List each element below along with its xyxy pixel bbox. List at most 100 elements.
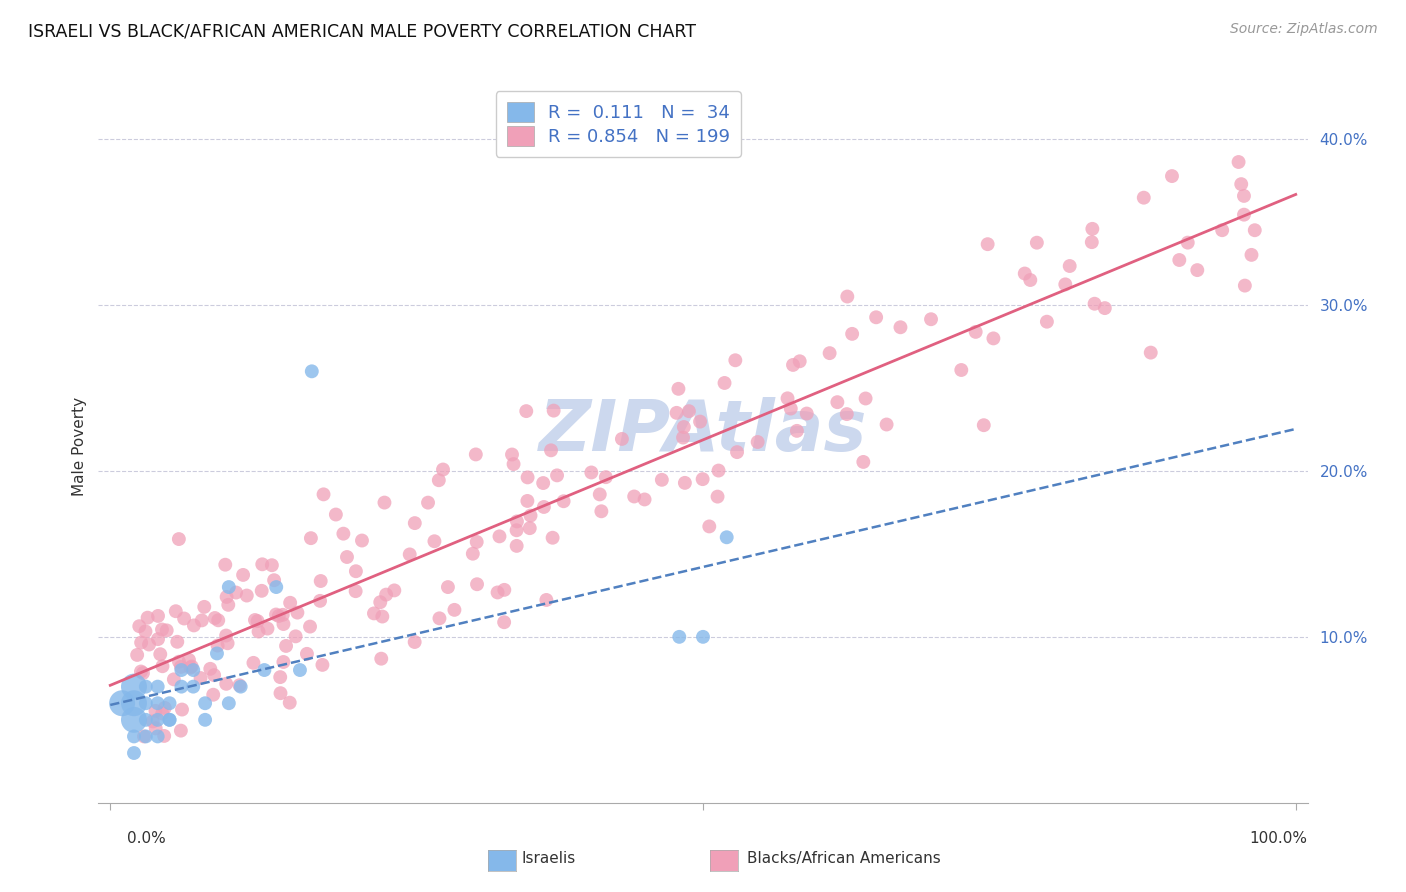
Point bbox=[502, 457, 524, 471]
Point bbox=[465, 577, 488, 591]
Point bbox=[325, 508, 347, 522]
Point bbox=[623, 490, 645, 504]
Y-axis label: Male Poverty: Male Poverty bbox=[72, 396, 87, 496]
Point bbox=[288, 663, 311, 677]
Point bbox=[689, 415, 711, 429]
Point bbox=[181, 663, 204, 677]
Point bbox=[724, 353, 747, 368]
Point bbox=[404, 516, 426, 530]
Point bbox=[1014, 267, 1036, 281]
Point bbox=[673, 475, 696, 490]
Point bbox=[344, 564, 367, 578]
Point bbox=[170, 723, 193, 738]
Point bbox=[217, 598, 239, 612]
Point bbox=[432, 462, 454, 476]
Point bbox=[127, 648, 149, 662]
Point bbox=[170, 660, 193, 674]
Text: ZIPAtlas: ZIPAtlas bbox=[538, 397, 868, 467]
Point bbox=[1132, 191, 1154, 205]
Point bbox=[540, 443, 562, 458]
Point bbox=[190, 671, 212, 685]
Point bbox=[243, 613, 266, 627]
Point bbox=[301, 364, 323, 378]
Point bbox=[200, 662, 222, 676]
Point bbox=[505, 523, 527, 537]
Point bbox=[1211, 223, 1233, 237]
Point bbox=[264, 607, 287, 622]
Point bbox=[269, 670, 291, 684]
Point bbox=[515, 404, 537, 418]
Point bbox=[465, 535, 488, 549]
Point bbox=[194, 696, 217, 710]
Point bbox=[494, 615, 516, 630]
Point bbox=[835, 407, 858, 421]
Point bbox=[852, 455, 875, 469]
Point bbox=[225, 585, 247, 599]
Point bbox=[295, 647, 318, 661]
Point bbox=[122, 696, 145, 710]
Point bbox=[382, 583, 405, 598]
Point bbox=[1233, 208, 1256, 222]
Point bbox=[256, 622, 278, 636]
Point bbox=[494, 582, 516, 597]
Point bbox=[965, 325, 987, 339]
Point bbox=[725, 445, 748, 459]
Point bbox=[163, 673, 186, 687]
Point bbox=[204, 611, 226, 625]
Point bbox=[111, 696, 134, 710]
Point bbox=[533, 500, 555, 514]
Point bbox=[665, 406, 688, 420]
Point bbox=[633, 492, 655, 507]
Point bbox=[278, 596, 301, 610]
Point bbox=[368, 595, 391, 609]
Point bbox=[1233, 189, 1256, 203]
Point bbox=[247, 624, 270, 639]
Point bbox=[1240, 248, 1263, 262]
Point bbox=[531, 476, 554, 491]
Point bbox=[146, 609, 169, 624]
Point bbox=[1230, 177, 1253, 191]
Point bbox=[818, 346, 841, 360]
Point bbox=[167, 655, 190, 669]
Point bbox=[692, 630, 714, 644]
Point bbox=[1081, 222, 1104, 236]
Point bbox=[796, 407, 818, 421]
Point bbox=[865, 310, 887, 325]
Point bbox=[202, 688, 225, 702]
Point bbox=[371, 609, 394, 624]
Point bbox=[269, 686, 291, 700]
Point bbox=[841, 326, 863, 341]
Point bbox=[706, 490, 728, 504]
Point bbox=[152, 659, 174, 673]
Point bbox=[501, 448, 523, 462]
Point bbox=[423, 534, 446, 549]
Point bbox=[589, 487, 612, 501]
Point bbox=[506, 515, 529, 529]
Point bbox=[336, 549, 359, 564]
Point bbox=[299, 619, 322, 633]
Point bbox=[132, 666, 155, 681]
Text: 100.0%: 100.0% bbox=[1250, 831, 1308, 846]
Point bbox=[128, 619, 150, 633]
Point bbox=[180, 659, 202, 673]
Point bbox=[129, 665, 152, 679]
Point bbox=[146, 730, 169, 744]
Point bbox=[672, 420, 695, 434]
Point bbox=[779, 401, 801, 416]
Point bbox=[146, 632, 169, 646]
Point bbox=[129, 635, 152, 649]
Point bbox=[1168, 252, 1191, 267]
Point bbox=[1094, 301, 1116, 315]
Point bbox=[1243, 223, 1265, 237]
Point bbox=[135, 680, 157, 694]
Point bbox=[159, 713, 181, 727]
Point bbox=[153, 729, 176, 743]
Point bbox=[427, 473, 450, 487]
Point bbox=[373, 495, 395, 509]
Point bbox=[253, 663, 276, 677]
Point bbox=[747, 435, 769, 450]
Point bbox=[205, 647, 228, 661]
Point bbox=[271, 607, 294, 622]
Point bbox=[344, 584, 367, 599]
Point bbox=[429, 611, 451, 625]
